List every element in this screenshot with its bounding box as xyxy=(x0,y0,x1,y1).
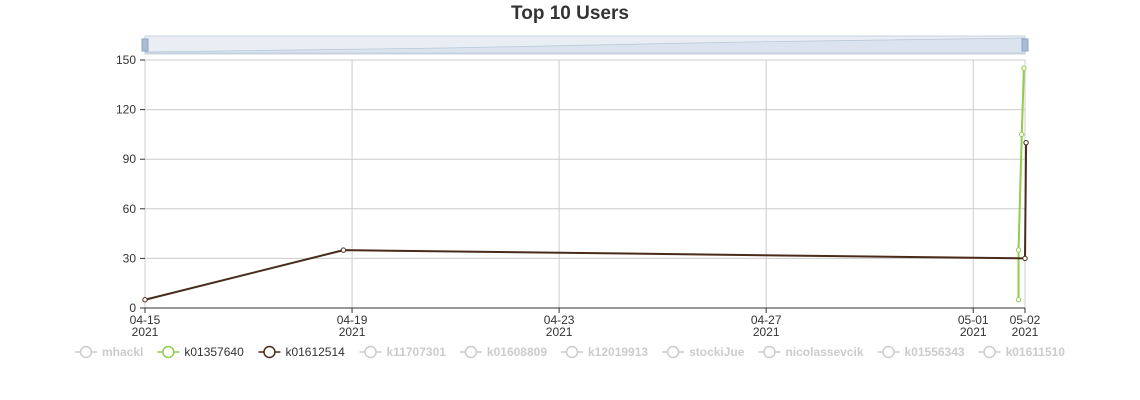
data-point xyxy=(1015,297,1022,303)
legend-item-k01612514[interactable]: k01612514 xyxy=(258,345,345,359)
x-tick-year-label: 2021 xyxy=(546,325,573,339)
legend: mhackl k01357640 k01612514 k11707301 k016088… xyxy=(75,345,1065,359)
chart-title: Top 10 Users xyxy=(511,3,629,24)
y-tick-label: 90 xyxy=(123,152,137,166)
legend-item-mhackl[interactable]: mhackl xyxy=(75,345,143,359)
legend-item-k01611510[interactable]: k01611510 xyxy=(978,345,1066,359)
legend-item-stockiJue[interactable]: stockiJue xyxy=(662,345,745,359)
x-tick-year-label: 2021 xyxy=(1012,325,1039,339)
series-line-k01612514 xyxy=(144,142,1028,301)
x-tick-label: 05-02 xyxy=(1010,313,1041,327)
legend-item-k01608809[interactable]: k01608809 xyxy=(459,345,547,359)
data-point xyxy=(1015,247,1022,253)
data-point xyxy=(1023,139,1029,146)
legend-circle-icon xyxy=(79,345,93,359)
series-k01612514 xyxy=(142,139,1029,303)
legend-label: mhackl xyxy=(102,345,143,359)
data-point xyxy=(1021,65,1027,71)
data-point xyxy=(340,247,347,253)
x-tick-year-label: 2021 xyxy=(960,325,987,339)
y-tick-label: 120 xyxy=(116,103,136,117)
legend-circle-icon xyxy=(882,345,895,359)
legend-circle-icon xyxy=(763,345,776,359)
legend-circle-icon xyxy=(263,345,276,359)
x-tick-label: 04-27 xyxy=(751,313,782,327)
series-k01357640 xyxy=(1015,65,1027,303)
data-point xyxy=(1019,131,1025,138)
x-tick-label: 04-19 xyxy=(337,313,368,327)
legend-label: stockiJue xyxy=(689,345,745,359)
legend-item-k12019913[interactable]: k12019913 xyxy=(561,345,648,359)
legend-circle-icon xyxy=(565,345,579,359)
x-tick-label: 04-23 xyxy=(544,313,575,327)
legend-item-nicolassevcik[interactable]: nicolassevcik xyxy=(758,345,864,359)
y-tick-label: 30 xyxy=(123,251,137,265)
x-tick-year-label: 2021 xyxy=(132,325,159,339)
series-line-k01357640 xyxy=(1017,68,1025,300)
data-point xyxy=(142,297,148,303)
grid xyxy=(144,59,1026,309)
x-tick-label: 05-01 xyxy=(958,313,989,327)
legend-circle-icon xyxy=(666,345,680,359)
legend-circle-icon xyxy=(162,345,175,359)
legend-label: k11707301 xyxy=(387,345,447,359)
legend-circle-icon xyxy=(364,345,377,359)
legend-label: k01608809 xyxy=(487,345,547,359)
legend-item-k11707301[interactable]: k11707301 xyxy=(359,345,447,359)
y-tick-label: 0 xyxy=(129,301,136,315)
legend-label: k01357640 xyxy=(184,345,244,359)
zoom-slider-preview xyxy=(144,37,1026,54)
legend-label: k01611510 xyxy=(1006,345,1066,359)
legend-circle-icon xyxy=(464,345,478,359)
legend-item-k01556343[interactable]: k01556343 xyxy=(877,345,965,359)
data-zoom-slider[interactable] xyxy=(141,35,1029,55)
y-tick-label: 60 xyxy=(123,202,137,216)
y-tick-label: 150 xyxy=(116,53,136,67)
axes: 030609012015004-15202104-19202104-232021… xyxy=(116,53,1041,339)
x-tick-year-label: 2021 xyxy=(753,325,780,339)
legend-circle-icon xyxy=(983,345,996,359)
series-layer xyxy=(142,65,1029,303)
legend-label: k01612514 xyxy=(285,345,345,359)
legend-label: nicolassevcik xyxy=(785,345,863,359)
data-point xyxy=(1022,255,1028,262)
legend-item-k01357640[interactable]: k01357640 xyxy=(157,345,244,359)
x-tick-label: 04-15 xyxy=(130,313,161,327)
zoom-handle-left[interactable] xyxy=(141,38,149,52)
legend-label: k12019913 xyxy=(588,345,648,359)
legend-label: k01556343 xyxy=(905,345,965,359)
x-tick-year-label: 2021 xyxy=(339,325,366,339)
zoom-handle-right[interactable] xyxy=(1021,38,1029,52)
